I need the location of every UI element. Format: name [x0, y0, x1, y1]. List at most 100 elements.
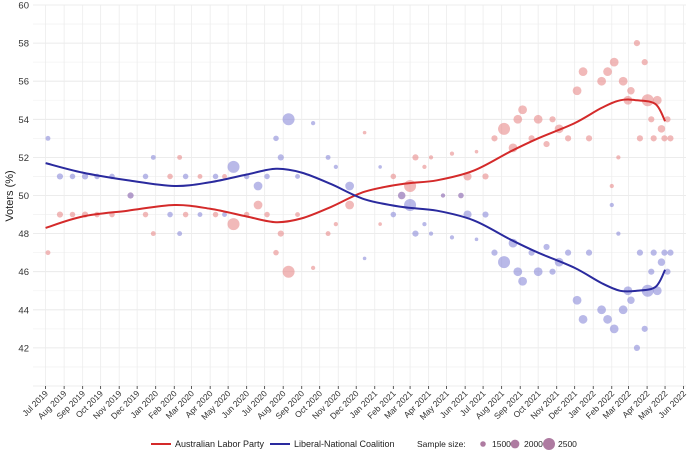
alp-poll-point — [345, 200, 355, 210]
lnp-poll-point — [641, 284, 654, 297]
alp-poll-point — [264, 211, 270, 218]
alp-poll-point — [609, 183, 614, 189]
lnp-poll-point — [422, 221, 427, 227]
lnp-poll-point — [585, 249, 593, 256]
lnp-poll-point — [618, 305, 628, 315]
alp-poll-point — [222, 174, 227, 179]
lnp-poll-point — [474, 237, 479, 242]
lnp-poll-point — [627, 296, 635, 305]
lnp-poll-point — [513, 267, 523, 277]
lnp-poll-point — [264, 173, 270, 180]
lnp-poll-point — [491, 249, 498, 256]
y-tick-label: 56 — [18, 77, 29, 88]
lnp-poll-point — [657, 258, 666, 266]
lnp-poll-point — [518, 276, 527, 286]
lnp-poll-point — [282, 113, 295, 126]
lnp-poll-point — [345, 181, 355, 191]
trend-lines — [45, 98, 666, 293]
lnp-poll-point — [390, 211, 397, 218]
alp-poll-point — [212, 211, 219, 218]
y-tick-label: 44 — [18, 305, 29, 316]
lnp-poll-point — [650, 249, 657, 256]
alp-poll-point — [422, 164, 427, 170]
lnp-poll-point — [45, 135, 51, 141]
lnp-poll-point — [273, 135, 279, 142]
legend: Australian Labor Party Liberal-National C… — [151, 438, 577, 450]
lnp-poll-point — [664, 268, 671, 275]
y-tick-label: 46 — [18, 267, 29, 278]
lnp-poll-point — [56, 173, 64, 180]
lnp-poll-point — [167, 211, 173, 218]
y-tick-label: 50 — [18, 191, 29, 202]
alp-poll-point — [45, 250, 51, 256]
alp-poll-point — [390, 173, 397, 180]
legend-size-swatch — [480, 441, 486, 447]
lnp-poll-point — [616, 231, 621, 236]
lnp-poll-point — [597, 305, 606, 315]
lnp-poll-point — [295, 174, 300, 179]
alp-poll-point — [150, 231, 156, 237]
alp-poll-point — [603, 67, 612, 77]
alp-poll-point — [197, 174, 203, 179]
alp-poll-point — [641, 94, 654, 107]
lnp-poll-point — [648, 268, 655, 275]
alp-poll-point — [661, 135, 668, 142]
alp-poll-point — [167, 173, 173, 180]
lnp-trend-line — [45, 162, 666, 293]
lnp-poll-point — [578, 314, 588, 324]
lnp-poll-point — [177, 231, 183, 237]
lnp-poll-point — [325, 154, 331, 160]
y-tick-label: 58 — [18, 39, 29, 50]
alp-poll-point — [652, 95, 662, 105]
lnp-poll-point — [253, 181, 263, 191]
alp-poll-point — [142, 211, 149, 218]
lnp-poll-point — [449, 235, 455, 240]
lnp-poll-point — [609, 202, 614, 208]
alp-poll-point — [428, 155, 434, 160]
alp-poll-point — [648, 116, 655, 123]
alp-poll-point — [513, 114, 523, 124]
alp-poll-point — [56, 211, 64, 218]
y-tick-label: 52 — [18, 153, 29, 164]
lnp-poll-point — [428, 231, 434, 236]
alp-poll-point — [627, 86, 635, 95]
legend-series-label: Liberal-National Coalition — [294, 439, 395, 449]
lnp-poll-point — [636, 249, 644, 256]
alp-poll-point — [310, 265, 316, 271]
alp-poll-point — [636, 135, 644, 142]
alp-poll-point — [412, 154, 419, 161]
lnp-poll-point — [227, 160, 240, 173]
lnp-poll-point — [549, 268, 556, 275]
alp-poll-point — [253, 200, 263, 210]
alp-poll-point — [633, 40, 641, 47]
alp-poll-point — [325, 231, 331, 237]
legend-size-swatch — [510, 439, 520, 449]
y-axis-label: Voters (%) — [4, 170, 16, 221]
lnp-poll-point — [142, 173, 149, 180]
alp-poll-point — [578, 67, 588, 77]
alp-poll-point — [572, 86, 582, 96]
lnp-poll-point — [533, 267, 543, 277]
alp-poll-point — [616, 155, 621, 160]
lnp-poll-point — [81, 173, 89, 180]
y-tick-label: 48 — [18, 229, 29, 240]
lnp-poll-point — [150, 154, 156, 160]
lnp-poll-point — [362, 256, 367, 261]
lnp-poll-point — [564, 249, 572, 256]
alp-poll-point — [657, 125, 666, 133]
alp-poll-point — [650, 135, 657, 142]
alp-poll-point — [295, 212, 300, 217]
lnp-poll-point — [482, 211, 489, 218]
alp-poll-point — [609, 57, 619, 67]
y-axis: 42 44 46 48 50 52 54 56 58 60 — [18, 1, 29, 355]
alp-poll-point — [518, 105, 527, 115]
alp-trend-line — [45, 98, 666, 229]
lnp-poll-point — [458, 192, 464, 199]
lnp-poll-point — [197, 212, 203, 217]
lnp-poll-point — [661, 249, 668, 256]
lnp-poll-point — [333, 164, 338, 170]
lnp-poll-point — [440, 193, 446, 198]
alp-poll-point — [177, 154, 183, 160]
alp-poll-point — [449, 151, 455, 156]
